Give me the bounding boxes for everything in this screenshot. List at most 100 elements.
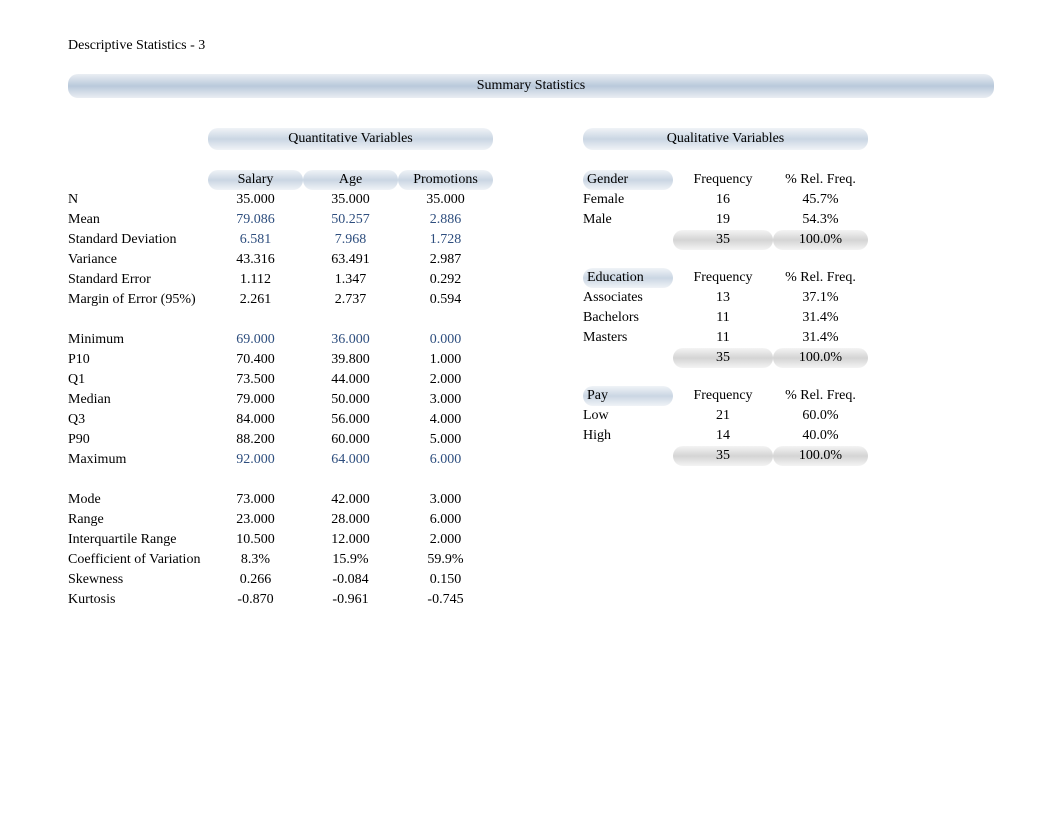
qual-row-label: Bachelors: [583, 308, 673, 328]
quant-cell: 69.000: [208, 330, 303, 350]
quant-cell: 50.000: [303, 390, 398, 410]
qual-header-row: EducationFrequency% Rel. Freq.: [583, 268, 868, 288]
qual-col-header: % Rel. Freq.: [773, 170, 868, 190]
quant-cell: 2.000: [398, 370, 493, 390]
qual-row-label: Female: [583, 190, 673, 210]
quant-cell: 0.150: [398, 570, 493, 590]
content-area: Quantitative Variables Salary Age Promot…: [68, 128, 994, 610]
qual-row: Low2160.0%: [583, 406, 868, 426]
qual-table: PayFrequency% Rel. Freq.Low2160.0%High14…: [583, 386, 868, 466]
quant-cell: 2.886: [398, 210, 493, 230]
qual-header-row: GenderFrequency% Rel. Freq.: [583, 170, 868, 190]
qual-row: Bachelors1131.4%: [583, 308, 868, 328]
quant-row: Q173.50044.0002.000: [68, 370, 493, 390]
quant-cell: 1.347: [303, 270, 398, 290]
qual-col-header: Frequency: [673, 386, 773, 406]
quant-cell: 8.3%: [208, 550, 303, 570]
spacer-row: [68, 470, 493, 490]
quant-cell: 42.000: [303, 490, 398, 510]
qualitative-section: Qualitative Variables GenderFrequency% R…: [583, 128, 868, 610]
qual-freq-cell: 11: [673, 328, 773, 348]
quantitative-section: Quantitative Variables Salary Age Promot…: [68, 128, 493, 610]
quant-cell: -0.961: [303, 590, 398, 610]
quant-row: Mode73.00042.0003.000: [68, 490, 493, 510]
quant-row: P1070.40039.8001.000: [68, 350, 493, 370]
quant-row-label: Mode: [68, 490, 208, 510]
qual-col-header: % Rel. Freq.: [773, 386, 868, 406]
qual-row-label: Associates: [583, 288, 673, 308]
quant-header-row: Salary Age Promotions: [68, 170, 493, 190]
quant-cell: 2.000: [398, 530, 493, 550]
qual-pct-cell: 31.4%: [773, 328, 868, 348]
quant-cell: 6.000: [398, 450, 493, 470]
qual-category-header: Pay: [583, 386, 673, 406]
quant-cell: 12.000: [303, 530, 398, 550]
quant-cell: 1.112: [208, 270, 303, 290]
qual-freq-cell: 14: [673, 426, 773, 446]
qual-row: Associates1337.1%: [583, 288, 868, 308]
qual-freq-cell: 21: [673, 406, 773, 426]
quant-row-label: Margin of Error (95%): [68, 290, 208, 310]
spacer-row: [68, 310, 493, 330]
qual-pct-cell: 40.0%: [773, 426, 868, 446]
quant-cell: 39.800: [303, 350, 398, 370]
qual-table: EducationFrequency% Rel. Freq.Associates…: [583, 268, 868, 368]
quant-cell: 6.000: [398, 510, 493, 530]
quant-cell: 2.737: [303, 290, 398, 310]
qual-row-label: Male: [583, 210, 673, 230]
quant-cell: 70.400: [208, 350, 303, 370]
quant-row: Maximum92.00064.0006.000: [68, 450, 493, 470]
quant-row-label: Kurtosis: [68, 590, 208, 610]
quant-row-label: Interquartile Range: [68, 530, 208, 550]
quant-cell: 28.000: [303, 510, 398, 530]
qual-pct-cell: 37.1%: [773, 288, 868, 308]
quant-row-label: Q1: [68, 370, 208, 390]
quant-row-label: Standard Error: [68, 270, 208, 290]
qual-total-row: 35100.0%: [583, 348, 868, 368]
quant-cell: 6.581: [208, 230, 303, 250]
qual-row-label: Masters: [583, 328, 673, 348]
quant-cell: 63.491: [303, 250, 398, 270]
quant-row-label: Maximum: [68, 450, 208, 470]
quant-cell: 43.316: [208, 250, 303, 270]
quant-cell: 23.000: [208, 510, 303, 530]
quant-cell: 35.000: [303, 190, 398, 210]
quant-row: Kurtosis-0.870-0.961-0.745: [68, 590, 493, 610]
quant-cell: 79.086: [208, 210, 303, 230]
quant-cell: 0.266: [208, 570, 303, 590]
quant-cell: 60.000: [303, 430, 398, 450]
quant-row: N35.00035.00035.000: [68, 190, 493, 210]
quant-table: Salary Age Promotions N35.00035.00035.00…: [68, 170, 493, 610]
quant-cell: 50.257: [303, 210, 398, 230]
quant-row: Minimum69.00036.0000.000: [68, 330, 493, 350]
qual-total-freq: 35: [673, 348, 773, 368]
qual-row: Female1645.7%: [583, 190, 868, 210]
quant-row: Median79.00050.0003.000: [68, 390, 493, 410]
quant-cell: 92.000: [208, 450, 303, 470]
qual-freq-cell: 13: [673, 288, 773, 308]
qual-category-header: Education: [583, 268, 673, 288]
quant-cell: 4.000: [398, 410, 493, 430]
quant-row-label: Variance: [68, 250, 208, 270]
qual-total-pct: 100.0%: [773, 230, 868, 250]
quant-cell: -0.745: [398, 590, 493, 610]
quant-col-header: Promotions: [398, 170, 493, 190]
quant-cell: 56.000: [303, 410, 398, 430]
quant-section-header: Quantitative Variables: [208, 128, 493, 150]
qual-table: GenderFrequency% Rel. Freq.Female1645.7%…: [583, 170, 868, 250]
qual-col-header: Frequency: [673, 268, 773, 288]
quant-row-label: Median: [68, 390, 208, 410]
qual-total-freq: 35: [673, 446, 773, 466]
quant-row-label: Skewness: [68, 570, 208, 590]
qual-total-row: 35100.0%: [583, 446, 868, 466]
summary-header: Summary Statistics: [68, 74, 994, 98]
quant-cell: 0.594: [398, 290, 493, 310]
quant-cell: 1.728: [398, 230, 493, 250]
qual-row-label: High: [583, 426, 673, 446]
quant-cell: -0.870: [208, 590, 303, 610]
page-title: Descriptive Statistics - 3: [68, 38, 994, 54]
quant-cell: 59.9%: [398, 550, 493, 570]
quant-row-label: Standard Deviation: [68, 230, 208, 250]
quant-cell: 84.000: [208, 410, 303, 430]
quant-row-label: P90: [68, 430, 208, 450]
